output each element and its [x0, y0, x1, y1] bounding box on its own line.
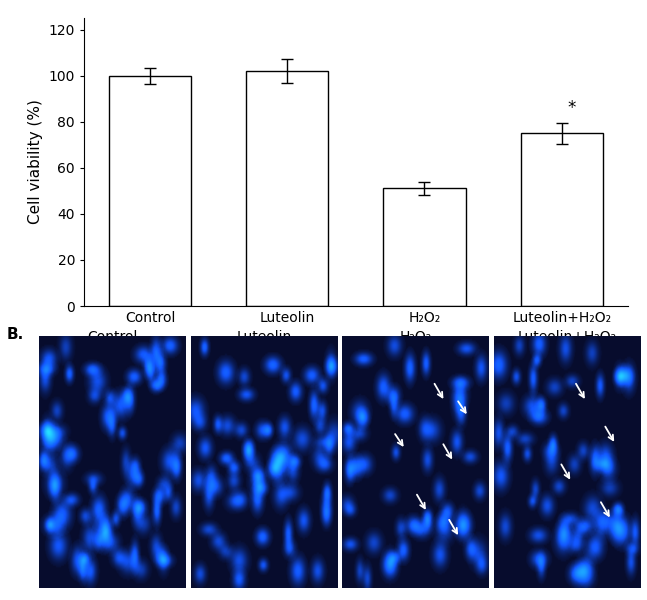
Text: B.: B. [6, 327, 24, 342]
Text: Luteolin+H₂O₂: Luteolin+H₂O₂ [518, 331, 617, 344]
Text: H₂O₂: H₂O₂ [399, 331, 432, 344]
Text: *: * [567, 99, 576, 117]
Bar [521, 133, 603, 306]
Bar [246, 71, 329, 306]
Text: Luteolin: Luteolin [236, 331, 291, 344]
Y-axis label: Cell viability (%): Cell viability (%) [28, 100, 43, 224]
Text: Control: Control [87, 331, 137, 344]
Bar [109, 76, 191, 306]
Bar [383, 188, 466, 306]
